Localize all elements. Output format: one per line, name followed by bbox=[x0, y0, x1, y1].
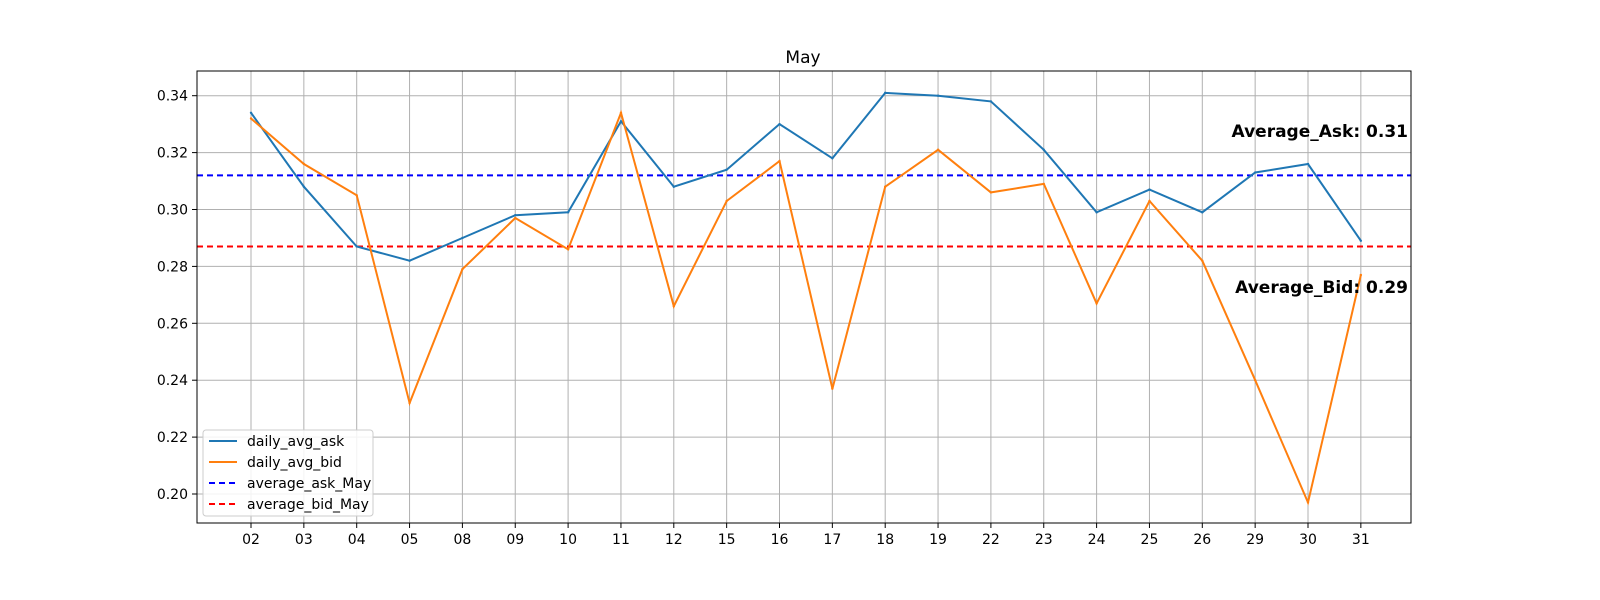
daily_avg_bid-point bbox=[249, 117, 253, 120]
x-tick-label: 15 bbox=[718, 532, 736, 548]
daily_avg_ask-point bbox=[249, 111, 253, 114]
series-layer bbox=[249, 91, 1363, 506]
y-tick-label: 0.26 bbox=[157, 316, 188, 332]
daily_avg_bid-point bbox=[619, 111, 623, 114]
legend-box bbox=[202, 429, 374, 517]
daily_avg_ask-point bbox=[566, 211, 570, 214]
daily_avg_ask-point bbox=[672, 185, 675, 188]
daily_avg_bid-point bbox=[1148, 199, 1151, 203]
x-tick-label: 30 bbox=[1299, 532, 1317, 548]
daily_avg_bid-point bbox=[566, 248, 570, 251]
daily_avg_ask-line bbox=[250, 91, 1362, 262]
daily_avg_bid-point bbox=[1306, 501, 1310, 504]
y-tick-label: 0.22 bbox=[157, 430, 188, 446]
legend-label: daily_avg_ask bbox=[247, 434, 345, 450]
daily_avg_ask-point bbox=[989, 100, 993, 103]
daily_avg_ask-point bbox=[461, 236, 464, 240]
x-tick-label: 05 bbox=[401, 532, 419, 548]
x-tick-label: 25 bbox=[1141, 532, 1159, 548]
daily_avg_bid-point bbox=[1359, 273, 1363, 277]
daily_avg_ask-point bbox=[1042, 148, 1045, 151]
legend-label: daily_avg_bid bbox=[247, 455, 342, 471]
y-tick-label: 0.20 bbox=[157, 487, 188, 503]
daily_avg_ask-point bbox=[1253, 171, 1257, 174]
daily_avg_ask-point bbox=[302, 185, 306, 188]
x-tick-label: 10 bbox=[559, 532, 577, 548]
daily_avg_bid-point bbox=[461, 268, 464, 271]
daily_avg_ask-point bbox=[408, 259, 411, 262]
x-tick-label: 29 bbox=[1246, 532, 1264, 548]
daily_avg_ask-point bbox=[778, 122, 781, 126]
x-tick-label: 04 bbox=[348, 532, 366, 548]
daily_avg_bid-point bbox=[884, 185, 887, 188]
daily_avg_bid-point bbox=[1201, 259, 1204, 262]
legend: daily_avg_ask daily_avg_bid average_ask_Ma… bbox=[202, 429, 374, 517]
daily_avg_bid-point bbox=[672, 305, 675, 308]
daily_avg_bid-point bbox=[1095, 302, 1098, 305]
y-tick-label: 0.28 bbox=[157, 259, 188, 275]
daily_avg_ask-point bbox=[1148, 188, 1151, 191]
x-tick-label: 31 bbox=[1352, 532, 1370, 548]
legend-label: average_ask_May bbox=[247, 476, 371, 492]
x-tick-label: 22 bbox=[982, 532, 1000, 548]
y-tick-label: 0.34 bbox=[157, 89, 188, 105]
daily_avg_ask-point bbox=[936, 94, 940, 97]
daily_avg_bid-point bbox=[1042, 182, 1045, 186]
daily_avg_bid-point bbox=[514, 216, 517, 220]
average_bid_May-annotation: Average_Bid: 0.29 bbox=[1235, 278, 1408, 298]
x-tick-label: 03 bbox=[295, 532, 313, 548]
plot-frame bbox=[196, 70, 1412, 524]
x-tick-label: 02 bbox=[242, 532, 260, 548]
daily_avg_ask-point bbox=[725, 168, 728, 171]
daily_avg_ask-point bbox=[1359, 239, 1363, 242]
x-tick-label: 09 bbox=[506, 532, 524, 548]
daily_avg_ask-point bbox=[884, 91, 887, 95]
annotation-layer: Average_Ask: 0.31 Average_Bid: 0.29 bbox=[1232, 122, 1408, 298]
daily_avg_bid-point bbox=[831, 387, 834, 390]
daily_avg_bid-point bbox=[302, 162, 306, 166]
legend-label: average_bid_May bbox=[247, 497, 369, 513]
x-tick-label: 23 bbox=[1035, 532, 1053, 548]
average_ask_May-annotation: Average_Ask: 0.31 bbox=[1232, 122, 1408, 142]
daily_avg_bid-point bbox=[1253, 379, 1257, 382]
x-tick-label: 16 bbox=[771, 532, 789, 548]
daily_avg_ask-point bbox=[619, 120, 623, 123]
daily_avg_ask-point bbox=[831, 157, 834, 160]
x-tick-label: 08 bbox=[453, 532, 471, 548]
daily_avg_ask-point bbox=[1095, 211, 1098, 214]
daily_avg_bid-point bbox=[355, 194, 358, 197]
tick-layer: 02 03 04 05 08 09 10 11 12 15 16 17 18 19 22 23 24 25 26 29… bbox=[157, 89, 1370, 548]
daily_avg_ask-point bbox=[514, 213, 517, 217]
daily_avg_bid-point bbox=[725, 199, 728, 203]
x-tick-label: 12 bbox=[665, 532, 683, 548]
x-tick-label: 26 bbox=[1193, 532, 1211, 548]
x-tick-label: 18 bbox=[876, 532, 894, 548]
x-tick-label: 24 bbox=[1088, 532, 1106, 548]
reference-lines-layer bbox=[197, 174, 1411, 248]
daily_avg_bid-point bbox=[989, 191, 993, 194]
daily_avg_ask-point bbox=[355, 245, 358, 248]
daily_avg_bid-point bbox=[408, 401, 411, 405]
daily_avg_bid-line bbox=[250, 109, 1362, 506]
y-tick-label: 0.32 bbox=[157, 146, 188, 162]
daily_avg_bid-point bbox=[936, 148, 940, 151]
daily_avg_ask-point bbox=[1306, 162, 1310, 166]
daily_avg_bid-point bbox=[778, 159, 781, 163]
x-tick-label: 19 bbox=[929, 532, 947, 548]
x-tick-label: 11 bbox=[612, 532, 630, 548]
chart-title: May bbox=[785, 48, 820, 68]
y-tick-label: 0.24 bbox=[157, 373, 188, 389]
daily_avg_ask-point bbox=[1201, 211, 1204, 214]
x-tick-label: 17 bbox=[823, 532, 841, 548]
grid-layer bbox=[197, 71, 1411, 523]
y-tick-label: 0.30 bbox=[157, 203, 188, 219]
